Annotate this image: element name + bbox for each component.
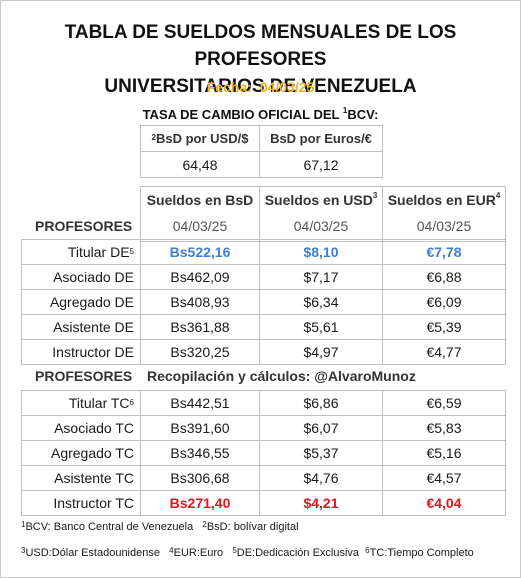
bs-column-header: Sueldos en BsD 04/03/25 <box>140 186 260 242</box>
page-title: TABLA DE SUELDOS MENSUALES DE LOS PROFES… <box>1 19 520 100</box>
row-name: Titular TC 6 <box>21 390 141 416</box>
row-name: Agregado DE <box>21 289 141 315</box>
row-eur-value: €6,09 <box>382 289 506 315</box>
row-eur-value: €4,57 <box>382 465 506 491</box>
row-eur-value: €5,16 <box>382 440 506 466</box>
row-name: Instructor TC <box>21 490 141 516</box>
date-value: 04/03/25 <box>259 79 315 95</box>
footnote-line-2: 3USD:Dólar Estadounidense 4EUR:Euro 5DE:… <box>21 546 474 559</box>
row-bs-value: Bs391,60 <box>140 415 260 441</box>
row-bs-value: Bs361,88 <box>140 314 260 340</box>
row-usd-value: $6,34 <box>259 289 383 315</box>
row-usd-value: $5,37 <box>259 440 383 466</box>
section-2-label: PROFESORES <box>35 368 133 384</box>
row-usd-value: $6,86 <box>259 390 383 416</box>
row-bs-value: Bs462,09 <box>140 264 260 290</box>
row-bs-value: Bs306,68 <box>140 465 260 491</box>
row-usd-value: $8,10 <box>259 239 383 265</box>
usd-rate-value: 64,48 <box>140 151 260 178</box>
section-1-label: PROFESORES <box>35 218 133 234</box>
row-bs-value: Bs442,51 <box>140 390 260 416</box>
row-eur-value: €5,39 <box>382 314 506 340</box>
row-name: Instructor DE <box>21 339 141 365</box>
title-line-2: UNIVERSITARIOS DE VENEZUELA <box>104 76 417 97</box>
row-name: Asistente DE <box>21 314 141 340</box>
row-eur-value: €4,77 <box>382 339 506 365</box>
eur-rate-value: 67,12 <box>259 151 383 178</box>
row-eur-value: €7,78 <box>382 239 506 265</box>
row-name: Agregado TC <box>21 440 141 466</box>
row-bs-value: Bs320,25 <box>140 339 260 365</box>
usd-column-header: Sueldos en USD3 04/03/25 <box>259 186 383 242</box>
exchange-rate-title: TASA DE CAMBIO OFICIAL DEL 1BCV: <box>142 106 379 122</box>
row-eur-value: €6,59 <box>382 390 506 416</box>
row-bs-value: Bs522,16 <box>140 239 260 265</box>
date-line: Fecha: 04/03/25 <box>1 79 520 95</box>
row-name: Asociado DE <box>21 264 141 290</box>
row-usd-value: $6,07 <box>259 415 383 441</box>
usd-rate-header: 2 BsD por USD/$ <box>140 125 260 152</box>
row-usd-value: $4,97 <box>259 339 383 365</box>
footnote-line-1: 1BCV: Banco Central de Venezuela 2BsD: b… <box>21 520 299 533</box>
row-usd-value: $4,21 <box>259 490 383 516</box>
title-line-1: TABLA DE SUELDOS MENSUALES DE LOS PROFES… <box>64 22 457 70</box>
row-bs-value: Bs408,93 <box>140 289 260 315</box>
row-name: Titular DE 5 <box>21 239 141 265</box>
row-eur-value: €6,88 <box>382 264 506 290</box>
row-usd-value: $4,76 <box>259 465 383 491</box>
row-usd-value: $7,17 <box>259 264 383 290</box>
row-usd-value: $5,61 <box>259 314 383 340</box>
eur-rate-header: BsD por Euros/€ <box>259 125 383 152</box>
eur-column-header: Sueldos en EUR4 04/03/25 <box>382 186 506 242</box>
row-name: Asociado TC <box>21 415 141 441</box>
row-eur-value: €5,83 <box>382 415 506 441</box>
date-label: Fecha: <box>206 79 252 95</box>
row-bs-value: Bs271,40 <box>140 490 260 516</box>
credit-line: Recopilación y cálculos: @AlvaroMunoz <box>147 368 416 384</box>
row-eur-value: €4,04 <box>382 490 506 516</box>
row-name: Asistente TC <box>21 465 141 491</box>
row-bs-value: Bs346,55 <box>140 440 260 466</box>
